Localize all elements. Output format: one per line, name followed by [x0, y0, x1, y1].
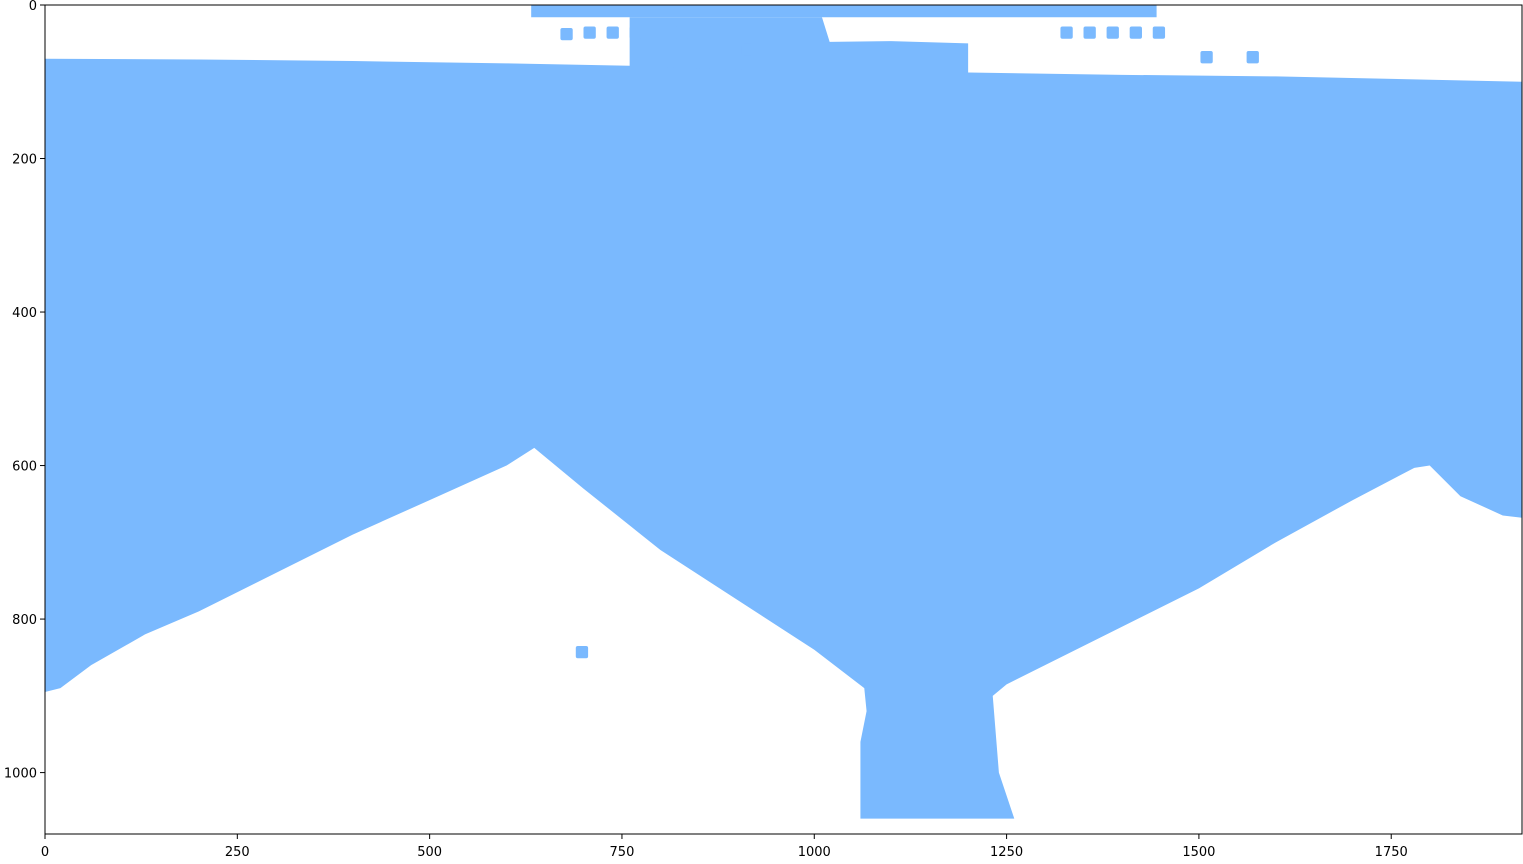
main-region — [45, 58, 1522, 819]
mask-square-10 — [1083, 26, 1096, 39]
mask-square-9 — [1060, 26, 1073, 39]
y-tick-label: 400 — [12, 306, 37, 321]
x-tick-label: 1500 — [1182, 845, 1215, 860]
x-tick-label: 250 — [225, 845, 250, 860]
mask-square-15 — [1246, 51, 1259, 64]
x-tick-label: 0 — [41, 845, 49, 860]
upper-right-band — [629, 17, 969, 75]
mask-square-1 — [583, 26, 596, 39]
mask-square-3 — [629, 26, 642, 39]
mask-square-0 — [560, 28, 573, 41]
mask-regions — [45, 5, 1522, 819]
x-tick-label: 1250 — [990, 845, 1023, 860]
y-axis: 0 200 400 600 800 1000 — [4, 0, 45, 782]
mask-square-11 — [1106, 26, 1119, 39]
y-tick-label: 200 — [12, 153, 37, 168]
y-tick-label: 1000 — [4, 767, 37, 782]
mask-square-2 — [606, 26, 619, 39]
mask-square-6 — [698, 26, 712, 39]
mask-square-12 — [1129, 26, 1142, 39]
x-axis: 0 250 500 750 1000 1250 1500 1750 — [41, 834, 1408, 860]
top-band — [531, 5, 1157, 18]
y-tick-label: 600 — [12, 460, 37, 475]
mask-square-5 — [675, 26, 689, 39]
mask-square-4 — [652, 26, 666, 39]
x-tick-label: 750 — [610, 845, 635, 860]
x-tick-label: 500 — [417, 845, 442, 860]
mask-square-7 — [721, 26, 735, 39]
x-tick-label: 1750 — [1375, 845, 1408, 860]
y-tick-label: 0 — [29, 0, 37, 14]
mask-square-16 — [575, 645, 589, 659]
mask-square-13 — [1152, 26, 1166, 39]
x-tick-label: 1000 — [798, 845, 831, 860]
mask-square-8 — [741, 43, 754, 56]
y-tick-label: 800 — [12, 613, 37, 628]
mask-square-14 — [1200, 51, 1213, 64]
plot-frame — [44, 4, 1523, 835]
